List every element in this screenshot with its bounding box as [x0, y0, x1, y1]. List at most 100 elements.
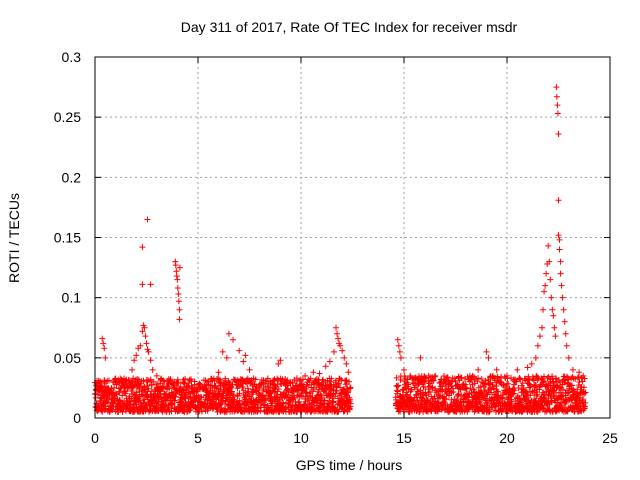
- data-point: [527, 392, 534, 399]
- data-point: [422, 384, 429, 391]
- data-point: [467, 385, 474, 392]
- data-point: [554, 102, 561, 109]
- data-point: [463, 385, 470, 392]
- data-point: [137, 397, 144, 404]
- data-point: [536, 333, 543, 340]
- data-point: [133, 352, 140, 359]
- data-point: [394, 388, 401, 395]
- data-point: [563, 342, 570, 349]
- data-point: [429, 384, 436, 391]
- data-point: [540, 379, 547, 386]
- data-point: [225, 379, 232, 386]
- data-point: [144, 216, 151, 223]
- data-point: [542, 282, 549, 289]
- data-point: [514, 366, 521, 373]
- data-point: [282, 392, 289, 399]
- data-point: [218, 398, 225, 405]
- data-point: [552, 333, 559, 340]
- data-point: [230, 336, 237, 343]
- data-point: [557, 258, 564, 265]
- data-points: [92, 84, 589, 415]
- y-tick-label: 0.1: [62, 290, 82, 306]
- data-point: [111, 384, 118, 391]
- data-point: [293, 375, 300, 382]
- data-point: [559, 386, 566, 393]
- data-point: [553, 375, 560, 382]
- y-axis-label: ROTI / TECUs: [6, 193, 22, 283]
- data-point: [105, 377, 112, 384]
- data-point: [515, 385, 522, 392]
- data-point: [561, 318, 568, 325]
- data-point: [563, 373, 570, 380]
- data-point: [431, 373, 438, 380]
- data-point: [562, 377, 569, 384]
- data-point: [326, 401, 333, 408]
- data-point: [475, 366, 482, 373]
- data-point: [432, 372, 439, 379]
- data-point: [299, 376, 306, 383]
- data-point: [346, 396, 353, 403]
- data-point: [334, 330, 341, 337]
- data-point: [532, 397, 539, 404]
- data-point: [322, 363, 329, 370]
- data-point: [122, 390, 129, 397]
- data-point: [267, 390, 274, 397]
- data-point: [139, 328, 146, 335]
- data-point: [498, 408, 505, 415]
- data-point: [534, 391, 541, 398]
- data-point: [558, 393, 565, 400]
- x-axis-label: GPS time / hours: [296, 457, 403, 473]
- data-point: [161, 378, 168, 385]
- data-point: [102, 354, 109, 361]
- data-point: [526, 381, 533, 388]
- data-point: [453, 405, 460, 412]
- data-point: [511, 381, 518, 388]
- data-point: [277, 357, 284, 364]
- data-point: [539, 324, 546, 331]
- data-point: [150, 392, 157, 399]
- data-point: [96, 383, 103, 390]
- data-point: [484, 398, 491, 405]
- data-point: [546, 258, 553, 265]
- data-point: [252, 376, 259, 383]
- data-point: [171, 397, 178, 404]
- data-point: [444, 374, 451, 381]
- data-point: [149, 366, 156, 373]
- data-point: [182, 395, 189, 402]
- data-point: [424, 396, 431, 403]
- data-point: [339, 347, 346, 354]
- x-tick-label: 0: [91, 430, 99, 446]
- data-point: [330, 348, 337, 355]
- data-point: [550, 312, 557, 319]
- data-point: [443, 396, 450, 403]
- data-point: [137, 380, 144, 387]
- data-point: [303, 389, 310, 396]
- data-point: [228, 388, 235, 395]
- data-point: [335, 335, 342, 342]
- data-point: [576, 379, 583, 386]
- data-point: [176, 264, 183, 271]
- data-point: [147, 281, 154, 288]
- data-point: [572, 375, 579, 382]
- data-point: [215, 369, 222, 376]
- data-point: [345, 369, 352, 376]
- data-point: [554, 110, 561, 117]
- plot-frame: [94, 56, 611, 419]
- data-point: [186, 403, 193, 410]
- x-tick-label: 15: [396, 430, 412, 446]
- data-point: [332, 377, 339, 384]
- data-point: [176, 316, 183, 323]
- x-tick-label: 10: [293, 430, 309, 446]
- data-point: [451, 375, 458, 382]
- data-point: [347, 400, 354, 407]
- data-point: [504, 372, 510, 379]
- data-point: [547, 276, 554, 283]
- data-point: [411, 375, 418, 382]
- data-point: [256, 381, 263, 388]
- data-point: [142, 333, 149, 340]
- data-point: [160, 385, 167, 392]
- data-point: [442, 377, 449, 384]
- data-point: [581, 403, 588, 410]
- data-point: [135, 376, 142, 383]
